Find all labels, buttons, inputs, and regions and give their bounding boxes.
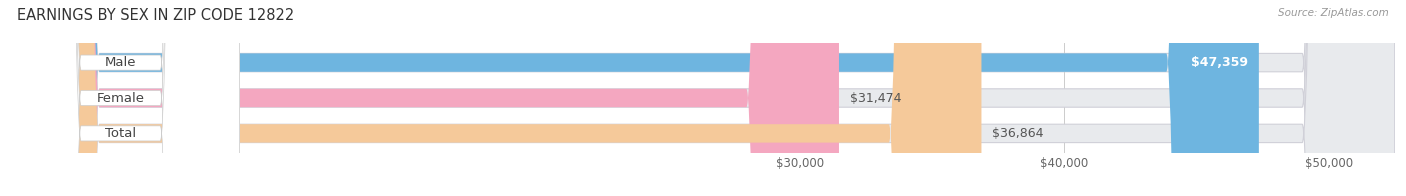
Text: $36,864: $36,864 [993,127,1043,140]
Text: EARNINGS BY SEX IN ZIP CODE 12822: EARNINGS BY SEX IN ZIP CODE 12822 [17,8,294,23]
FancyBboxPatch shape [7,0,1395,196]
FancyBboxPatch shape [7,0,1395,196]
FancyBboxPatch shape [7,0,1395,196]
Text: Total: Total [105,127,136,140]
Text: $47,359: $47,359 [1191,56,1249,69]
Text: Source: ZipAtlas.com: Source: ZipAtlas.com [1278,8,1389,18]
Text: Female: Female [97,92,145,104]
Text: $31,474: $31,474 [849,92,901,104]
FancyBboxPatch shape [1,0,239,196]
FancyBboxPatch shape [1,0,239,196]
FancyBboxPatch shape [1,0,239,196]
FancyBboxPatch shape [7,0,839,196]
Text: Male: Male [105,56,136,69]
FancyBboxPatch shape [7,0,1258,196]
FancyBboxPatch shape [7,0,981,196]
